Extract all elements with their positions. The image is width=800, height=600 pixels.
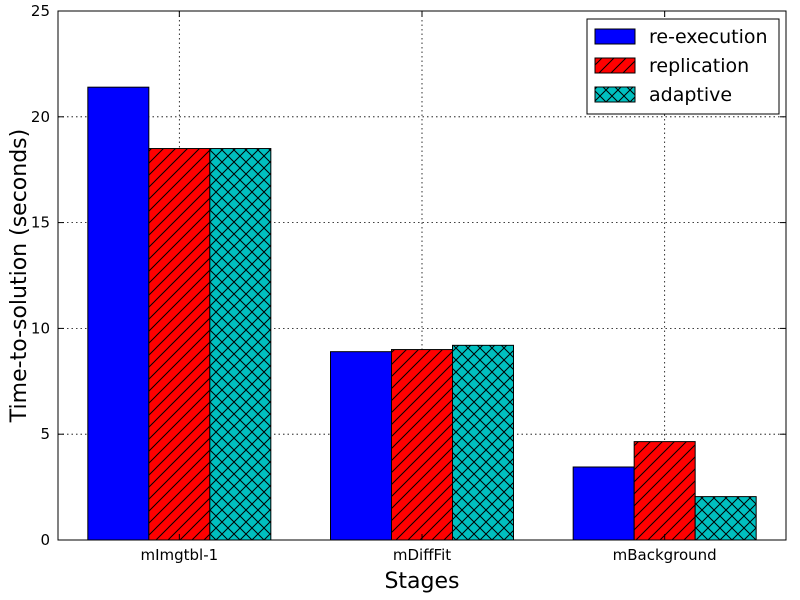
legend-swatch-outline-replication xyxy=(594,57,636,74)
legend: re-execution replication adaptive xyxy=(586,18,780,115)
y-axis-title: Time-to-solution (seconds) xyxy=(7,129,32,423)
x-tick-label: mImgtbl-1 xyxy=(140,546,218,564)
bar-re-execution xyxy=(330,351,392,540)
y-tick-label: 10 xyxy=(31,319,50,337)
legend-swatch-outline-adaptive xyxy=(594,86,636,103)
y-tick-label: 25 xyxy=(31,2,50,20)
bar-hatch-adaptive xyxy=(695,496,757,540)
legend-swatch-outline-re-execution xyxy=(594,28,636,45)
axis-ticks: 0 5 10 15 20 25 mImgtbl-1 mDiffFit mBackground xyxy=(31,2,786,564)
legend-swatch-hatch-replication xyxy=(595,58,635,73)
bars xyxy=(87,86,757,541)
bar-hatch-adaptive xyxy=(209,148,271,541)
x-tick-label: mBackground xyxy=(613,546,717,564)
x-axis-title: Stages xyxy=(384,569,459,594)
y-tick-label: 5 xyxy=(40,425,50,443)
legend-label-replication: replication xyxy=(649,55,749,77)
y-tick-label: 0 xyxy=(40,531,50,549)
bar-hatch-replication xyxy=(148,148,210,541)
legend-label-re-execution: re-execution xyxy=(649,26,768,48)
x-tick-label: mDiffFit xyxy=(393,546,451,564)
legend-label-adaptive: adaptive xyxy=(649,84,732,106)
legend-swatch-re-execution xyxy=(595,29,635,44)
y-tick-label: 15 xyxy=(31,214,50,232)
bar-hatch-adaptive xyxy=(452,345,514,540)
legend-swatch-hatch-adaptive xyxy=(595,87,635,102)
bar-re-execution xyxy=(87,87,149,541)
bar-re-execution xyxy=(573,466,635,540)
y-tick-label: 20 xyxy=(31,108,50,126)
bar-hatch-replication xyxy=(391,349,453,540)
bar-hatch-replication xyxy=(634,441,696,540)
